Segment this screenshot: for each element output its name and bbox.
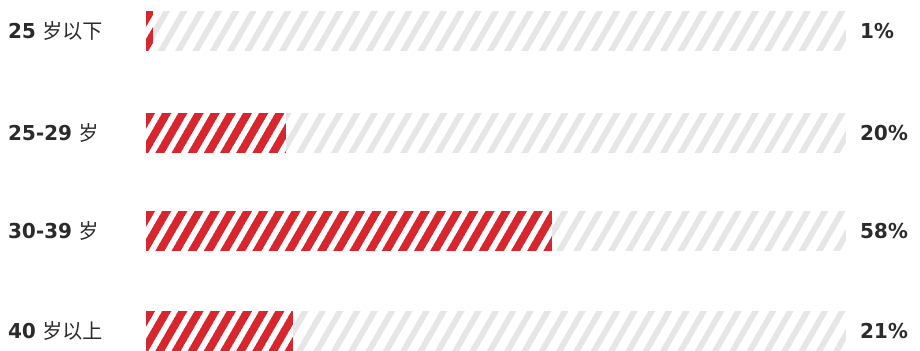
bar [146,113,286,153]
category-label-unit: 岁 [71,219,99,243]
bar-row: 25-29 岁 20% [0,110,920,156]
bar-track [146,311,846,351]
data-label: 1% [860,19,894,43]
bar-row: 30-39 岁 58% [0,208,920,254]
category-label: 25-29 岁 [8,110,98,156]
category-label: 40 岁以上 [8,308,102,351]
data-label: 20% [860,121,908,145]
category-label-number: 40 [8,319,36,343]
data-label: 58% [860,219,908,243]
category-label-number: 25-29 [8,121,72,145]
bar-track [146,211,846,251]
bar-row: 25 岁以下 1% [0,8,920,54]
category-label: 25 岁以下 [8,8,102,54]
bar-track [146,113,846,153]
category-label-unit: 岁以上 [35,319,103,343]
bar [146,211,552,251]
category-label-number: 25 [8,19,36,43]
data-label: 21% [860,319,908,343]
category-label-number: 30-39 [8,219,72,243]
bar-row: 40 岁以上 21% [0,308,920,351]
category-label-unit: 岁 [71,121,99,145]
category-label: 30-39 岁 [8,208,98,254]
bar-track [146,11,846,51]
bar [146,11,153,51]
bar [146,311,293,351]
category-label-unit: 岁以下 [35,19,103,43]
